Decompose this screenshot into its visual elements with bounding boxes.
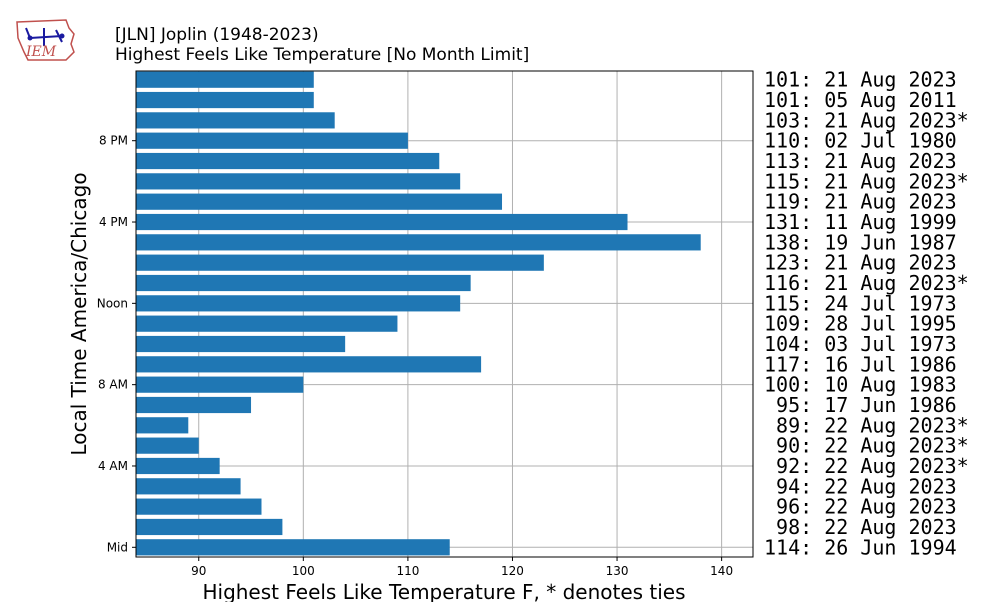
bar <box>136 254 544 271</box>
x-tick-label: 110 <box>396 564 419 578</box>
x-tick-label: 100 <box>292 564 315 578</box>
y-axis-label: Local Time America/Chicago <box>67 172 91 455</box>
bar <box>136 335 346 353</box>
ticks: 90 100 110 120 130 140 Mid 4 AM 8 AM Noon 4 PM 8 PM <box>97 134 733 578</box>
bar <box>136 132 408 149</box>
x-axis-label: Highest Feels Like Temperature F, * deno… <box>202 580 685 602</box>
chart-subtitle: Highest Feels Like Temperature [No Month… <box>115 45 530 65</box>
bar <box>136 91 314 109</box>
y-tick-label: 4 AM <box>98 459 128 473</box>
annotations: 114: 26 Jun 1994 98: 22 Aug 2023 96: 22 … <box>764 68 969 560</box>
bar-annotation: 94: 22 Aug 2023 <box>764 474 957 498</box>
bar-annotation: 123: 21 Aug 2023 <box>764 251 957 275</box>
bar <box>136 498 262 515</box>
bar <box>136 112 335 129</box>
x-tick-label: 140 <box>710 564 733 578</box>
x-tick-label: 130 <box>606 564 629 578</box>
bar <box>136 417 189 434</box>
y-tick-label: Noon <box>97 296 128 310</box>
bar <box>136 437 199 454</box>
bar-annotation: 101: 21 Aug 2023 <box>764 68 957 92</box>
bar-annotation: 101: 05 Aug 2011 <box>764 88 957 112</box>
y-tick-label: 4 PM <box>99 215 128 229</box>
iem-logo: IEM <box>16 19 75 61</box>
bar <box>136 396 252 414</box>
bar-annotation: 116: 21 Aug 2023* <box>764 271 969 295</box>
bar <box>136 234 701 251</box>
bar-annotation: 96: 22 Aug 2023 <box>764 495 957 519</box>
x-tick-label: 90 <box>191 564 206 578</box>
bar-annotation: 115: 21 Aug 2023* <box>764 169 969 193</box>
bar <box>136 213 628 231</box>
bar-annotation: 92: 22 Aug 2023* <box>764 454 969 478</box>
bar <box>136 173 461 190</box>
bar <box>136 193 503 210</box>
bar-annotation: 117: 16 Jul 1986 <box>764 352 957 376</box>
bar <box>136 518 283 536</box>
bar <box>136 539 450 556</box>
y-tick-label: 8 PM <box>99 134 128 148</box>
bar-annotation: 115: 24 Jul 1973 <box>764 291 957 315</box>
iem-logo-text: IEM <box>25 44 57 60</box>
bar-annotation: 109: 28 Jul 1995 <box>764 312 957 336</box>
bar <box>136 376 304 393</box>
bar <box>136 295 461 312</box>
bar-annotation: 89: 22 Aug 2023* <box>764 413 969 437</box>
bar-annotation: 113: 21 Aug 2023 <box>764 149 957 173</box>
bar <box>136 356 482 373</box>
chart-title: [JLN] Joplin (1948-2023) <box>115 25 319 45</box>
bar-annotation: 90: 22 Aug 2023* <box>764 434 969 458</box>
bar <box>136 152 440 170</box>
bar <box>136 457 220 475</box>
bar-annotation: 110: 02 Jul 1980 <box>764 129 957 153</box>
bar-annotation: 98: 22 Aug 2023 <box>764 515 957 539</box>
bar-annotation: 114: 26 Jun 1994 <box>764 535 957 559</box>
bar <box>136 71 314 88</box>
bar <box>136 315 398 332</box>
bars <box>136 71 701 556</box>
bar-annotation: 100: 10 Aug 1983 <box>764 373 957 397</box>
bar-annotation: 138: 19 Jun 1987 <box>764 230 957 254</box>
y-tick-label: 8 AM <box>98 378 128 392</box>
bar <box>136 478 241 495</box>
y-tick-label: Mid <box>107 540 128 554</box>
bar-annotation: 95: 17 Jun 1986 <box>764 393 957 417</box>
bar-annotation: 119: 21 Aug 2023 <box>764 190 957 214</box>
bar-annotation: 131: 11 Aug 1999 <box>764 210 957 234</box>
x-tick-label: 120 <box>501 564 524 578</box>
bar-annotation: 103: 21 Aug 2023* <box>764 108 969 132</box>
bar-annotation: 104: 03 Jul 1973 <box>764 332 957 356</box>
plot-frame <box>135 70 754 558</box>
bar <box>136 274 471 292</box>
